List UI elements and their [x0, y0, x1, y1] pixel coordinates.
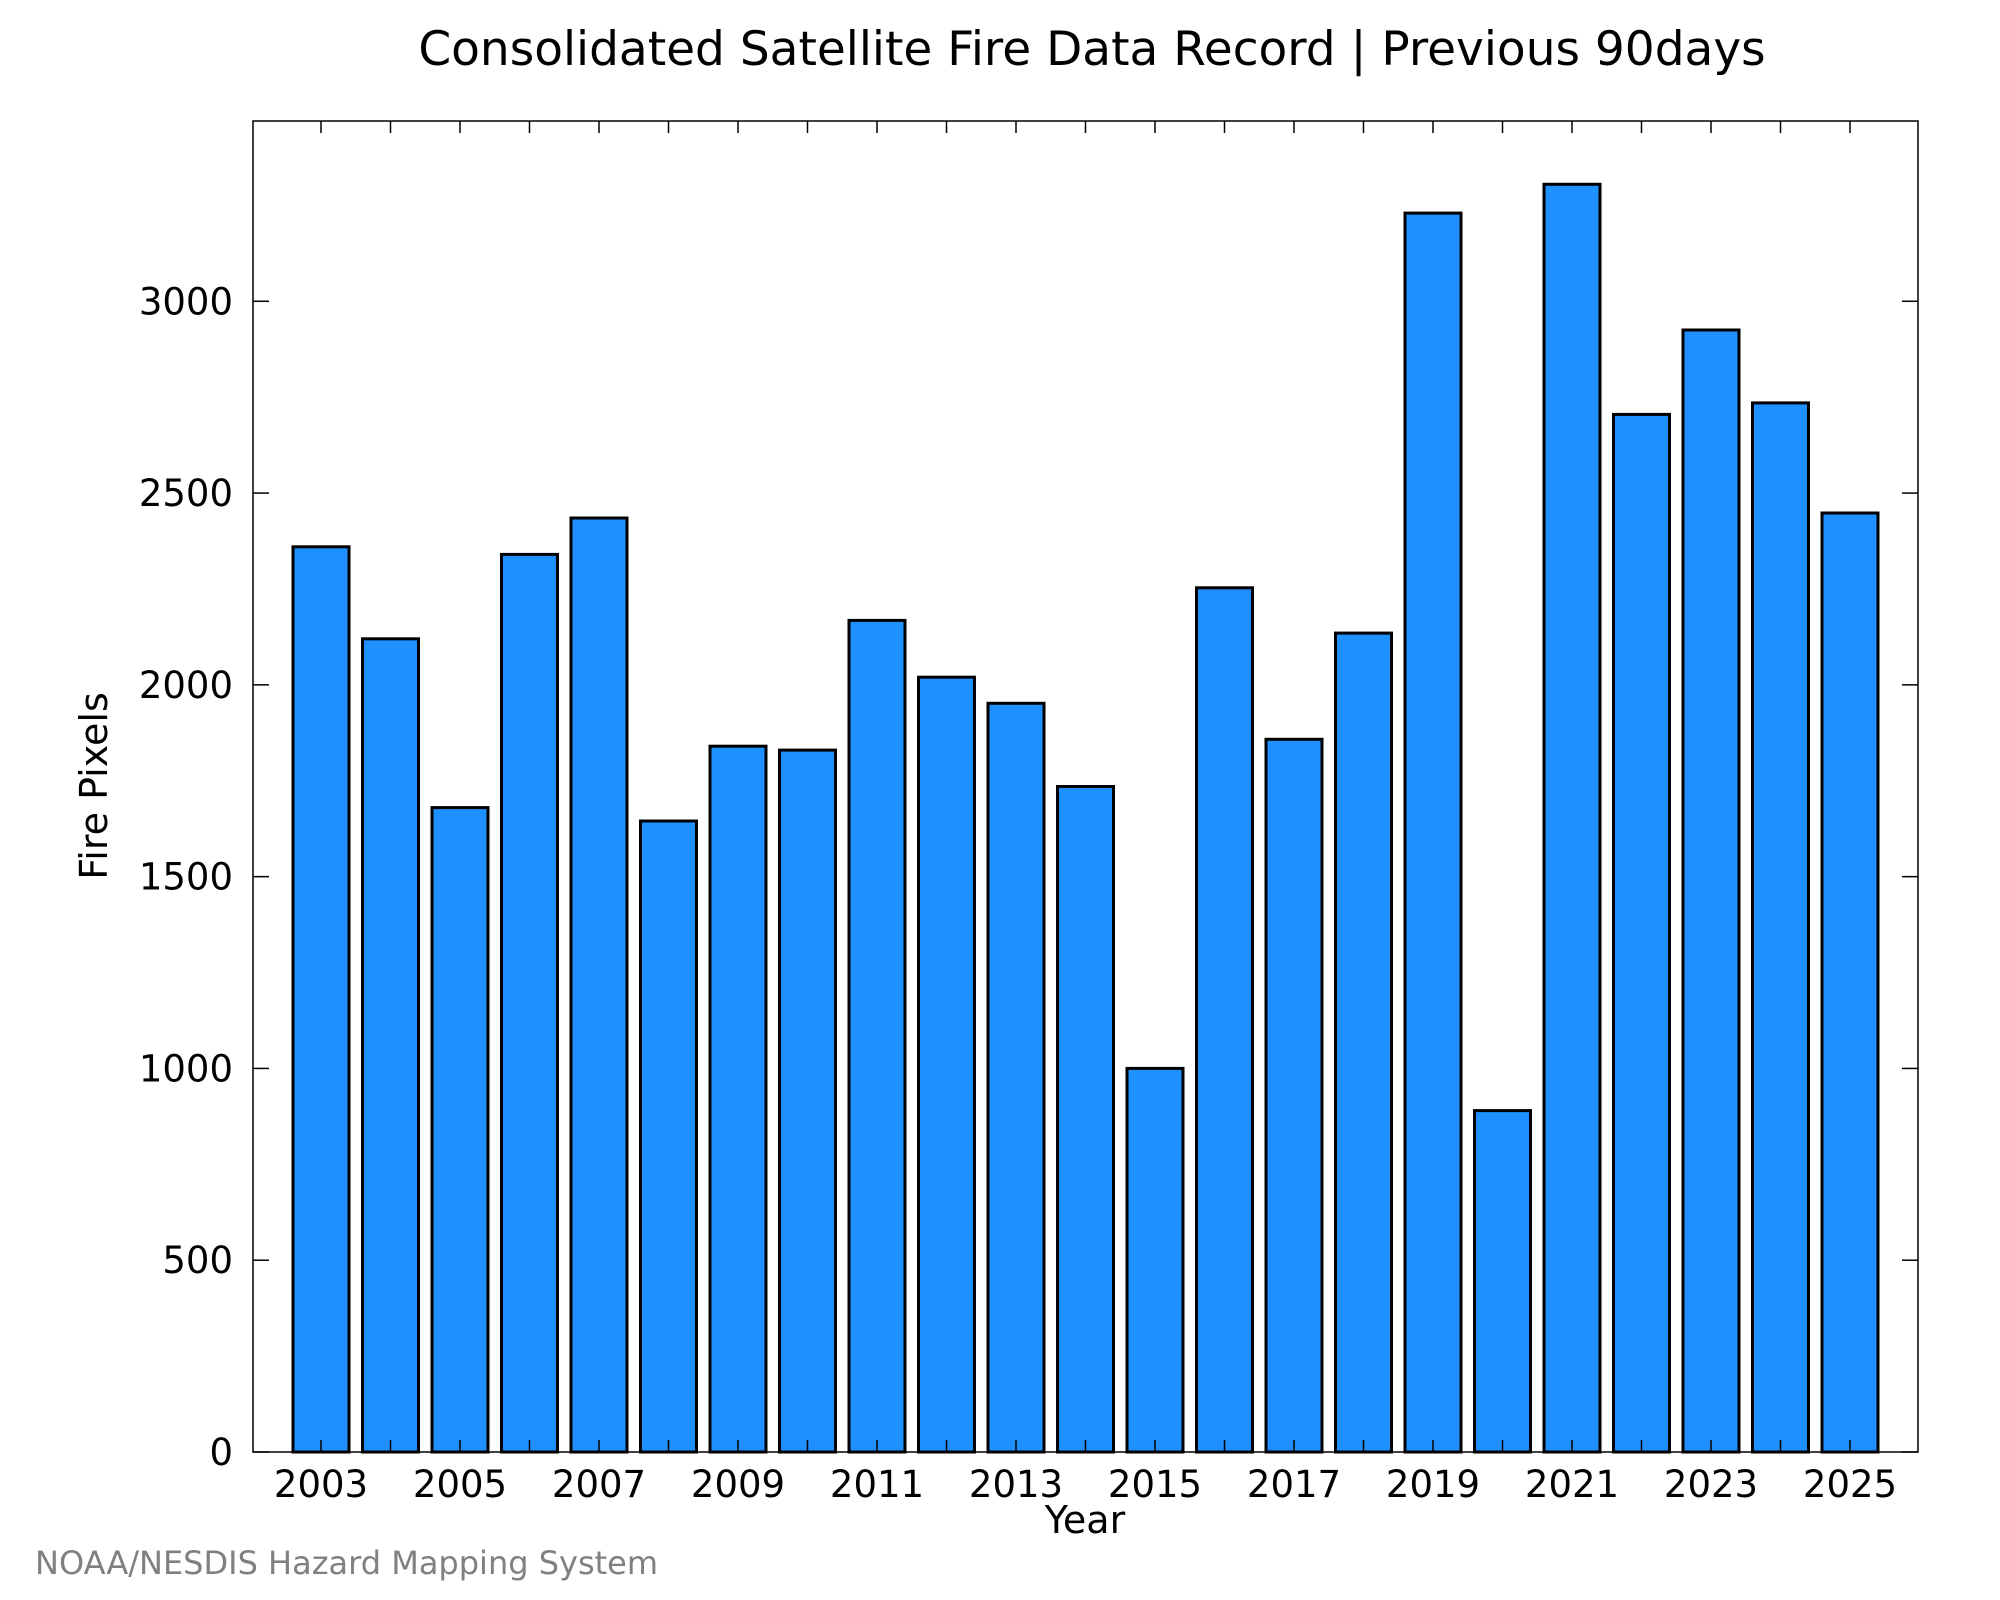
- bar-2023: [1681, 328, 1741, 1454]
- x-tick-label-2019: 2019: [1386, 1463, 1480, 1506]
- y-tick-label-1000: 1000: [139, 1047, 233, 1090]
- x-tick-label-2007: 2007: [552, 1463, 646, 1506]
- y-tick-label-0: 0: [209, 1431, 233, 1474]
- x-tick-label-2011: 2011: [830, 1463, 924, 1506]
- bar-2003: [291, 545, 351, 1454]
- bar-2009: [708, 744, 768, 1454]
- bar-2012: [917, 675, 976, 1454]
- x-tick-label-2009: 2009: [691, 1463, 785, 1506]
- x-tick-label-2017: 2017: [1247, 1463, 1341, 1506]
- source-credit: NOAA/NESDIS Hazard Mapping System: [35, 1544, 658, 1582]
- x-tick-label-2015: 2015: [1108, 1463, 1202, 1506]
- y-tick-label-2000: 2000: [139, 664, 233, 707]
- bar-2004: [361, 637, 420, 1454]
- x-tick-label-2003: 2003: [274, 1463, 368, 1506]
- bar-2018: [1334, 631, 1393, 1454]
- y-axis-label: Fire Pixels: [72, 692, 116, 880]
- y-tick-label-1500: 1500: [139, 856, 233, 899]
- y-tick-label-500: 500: [162, 1239, 233, 1282]
- bars-group: [291, 182, 1880, 1454]
- x-tick-label-2023: 2023: [1664, 1463, 1758, 1506]
- x-axis-ticks: 2003 2005 2007 2009 2011 2013 2015 2017 2019 2021…: [274, 121, 1897, 1506]
- x-tick-label-2013: 2013: [969, 1463, 1063, 1506]
- bar-2017: [1264, 737, 1324, 1454]
- bar-2005: [430, 806, 490, 1454]
- bar-2006: [500, 552, 559, 1454]
- bar-2020: [1473, 1109, 1532, 1454]
- y-axis-ticks: 0 500 1000 1500 2000 2500 3000: [139, 280, 1918, 1474]
- bar-2015: [1125, 1066, 1185, 1454]
- bar-2008: [639, 819, 698, 1454]
- x-tick-label-2021: 2021: [1525, 1463, 1619, 1506]
- bar-2016: [1195, 586, 1254, 1454]
- bar-2021: [1542, 182, 1602, 1454]
- bar-2010: [778, 748, 837, 1454]
- x-tick-label-2005: 2005: [413, 1463, 507, 1506]
- bar-2025: [1820, 511, 1880, 1454]
- y-tick-label-2500: 2500: [139, 472, 233, 515]
- bar-2022: [1612, 412, 1671, 1454]
- bar-2019: [1403, 211, 1463, 1454]
- bar-2007: [569, 516, 629, 1454]
- bar-2011: [847, 618, 907, 1454]
- x-tick-label-2025: 2025: [1803, 1463, 1897, 1506]
- bar-2014: [1056, 785, 1115, 1454]
- chart-title: Consolidated Satellite Fire Data Record …: [418, 22, 1765, 77]
- bar-2024: [1751, 401, 1810, 1454]
- y-tick-label-3000: 3000: [139, 280, 233, 323]
- x-axis-label: Year: [1044, 1498, 1126, 1542]
- bar-2013: [986, 701, 1046, 1454]
